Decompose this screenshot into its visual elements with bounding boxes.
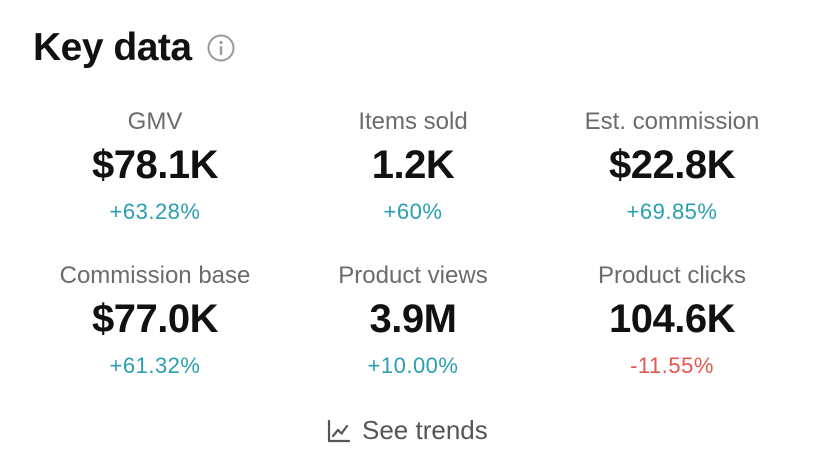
metric-value: 3.9M	[369, 297, 457, 341]
metric-label: Est. commission	[584, 108, 760, 135]
metric-value: $78.1K	[92, 143, 218, 187]
metric-label: Commission base	[59, 262, 251, 289]
metric-gmv[interactable]: GMV $78.1K +63.28%	[24, 107, 286, 227]
metric-label: Items sold	[358, 108, 468, 135]
metric-est-commission[interactable]: Est. commission $22.8K +69.85%	[541, 107, 803, 227]
metric-value: 1.2K	[371, 143, 455, 187]
metric-change: -11.55%	[630, 353, 714, 378]
metric-change: +10.00%	[367, 353, 459, 378]
info-icon[interactable]	[206, 33, 236, 63]
metric-product-clicks[interactable]: Product clicks 104.6K -11.55%	[541, 261, 803, 381]
metric-change: +61.32%	[109, 353, 201, 378]
metric-items-sold[interactable]: Items sold 1.2K +60%	[282, 107, 544, 227]
card-header: Key data	[33, 26, 236, 70]
metric-commission-base[interactable]: Commission base $77.0K +61.32%	[24, 261, 286, 381]
metric-product-views[interactable]: Product views 3.9M +10.00%	[282, 261, 544, 381]
metric-value: $77.0K	[92, 297, 218, 341]
card-title: Key data	[33, 26, 192, 69]
see-trends-link[interactable]: See trends	[326, 415, 488, 446]
metric-change: +69.85%	[626, 199, 718, 224]
metric-label: Product views	[338, 262, 488, 289]
metric-change: +60%	[383, 199, 443, 224]
metric-label: Product clicks	[597, 262, 747, 289]
metric-value: $22.8K	[609, 143, 735, 187]
line-chart-icon	[326, 418, 352, 444]
metric-value: 104.6K	[609, 297, 735, 341]
see-trends-label: See trends	[362, 415, 488, 445]
metric-label: GMV	[127, 108, 183, 135]
metric-change: +63.28%	[109, 199, 201, 224]
